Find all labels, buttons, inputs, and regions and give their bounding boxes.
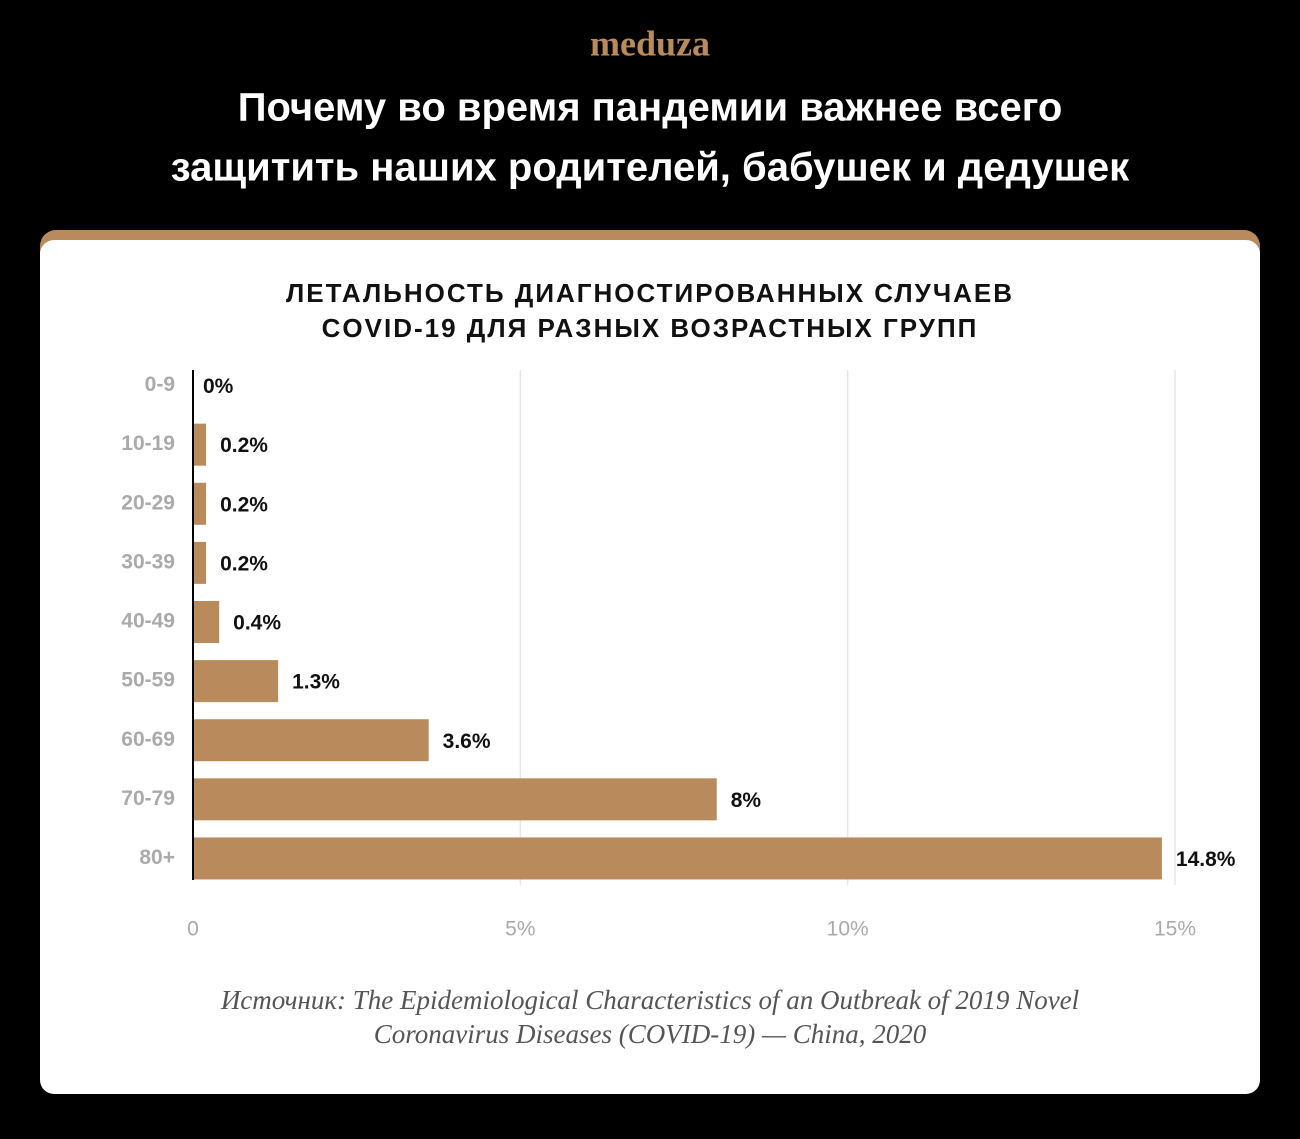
bar bbox=[193, 541, 207, 584]
value-label: 0% bbox=[203, 375, 234, 398]
y-tick-label: 50-59 bbox=[121, 669, 175, 692]
value-label: 1.3% bbox=[292, 671, 340, 694]
y-tick-label: 10-19 bbox=[121, 432, 175, 455]
y-tick-label: 60-69 bbox=[121, 728, 175, 751]
y-tick-label: 40-49 bbox=[121, 610, 175, 633]
chart-title: COVID-19 ДЛЯ РАЗНЫХ ВОЗРАСТНЫХ ГРУПП bbox=[322, 313, 979, 343]
y-tick-label: 80+ bbox=[139, 846, 175, 869]
bar bbox=[193, 719, 429, 762]
headline: защитить наших родителей, бабушек и деду… bbox=[171, 146, 1130, 190]
y-tick-label: 30-39 bbox=[121, 550, 175, 573]
bar bbox=[193, 601, 220, 643]
value-label: 3.6% bbox=[443, 730, 491, 753]
chart-title: ЛЕТАЛЬНОСТЬ ДИАГНОСТИРОВАННЫХ СЛУЧАЕВ bbox=[286, 278, 1014, 308]
bar bbox=[193, 423, 207, 466]
source: Coronavirus Diseases (COVID-19) — China,… bbox=[374, 1019, 927, 1049]
value-label: 14.8% bbox=[1176, 848, 1236, 871]
value-label: 8% bbox=[731, 789, 762, 812]
x-tick-label: 15% bbox=[1154, 918, 1196, 941]
x-tick-label: 5% bbox=[505, 918, 535, 941]
value-label: 0.4% bbox=[233, 612, 281, 635]
y-tick-label: 20-29 bbox=[121, 491, 175, 514]
value-label: 0.2% bbox=[220, 552, 268, 575]
headline: Почему во время пандемии важнее всего bbox=[238, 86, 1063, 130]
card bbox=[40, 240, 1260, 1094]
y-tick-label: 70-79 bbox=[121, 787, 175, 810]
bar bbox=[193, 778, 717, 821]
bar bbox=[193, 837, 1162, 880]
value-label: 0.2% bbox=[220, 434, 268, 457]
y-tick-label: 0-9 bbox=[145, 373, 175, 396]
x-tick-label: 0 bbox=[187, 918, 199, 941]
bar bbox=[193, 660, 279, 703]
source: Источник: The Epidemiological Characteri… bbox=[220, 985, 1079, 1015]
brand: meduza bbox=[590, 23, 710, 63]
x-tick-label: 10% bbox=[827, 918, 869, 941]
bar bbox=[193, 482, 207, 525]
value-label: 0.2% bbox=[220, 493, 268, 516]
